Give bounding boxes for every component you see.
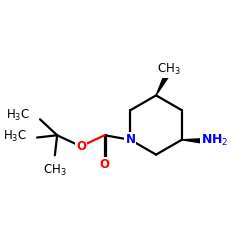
Text: N: N (126, 133, 136, 146)
Polygon shape (182, 139, 204, 143)
Text: NH$_2$: NH$_2$ (201, 134, 228, 148)
Text: H$_3$C: H$_3$C (4, 129, 28, 144)
Text: CH$_3$: CH$_3$ (157, 62, 181, 77)
Polygon shape (156, 75, 168, 96)
Text: CH$_3$: CH$_3$ (43, 163, 67, 178)
Text: O: O (76, 140, 86, 153)
Text: O: O (100, 158, 110, 171)
Text: H$_3$C: H$_3$C (6, 108, 30, 124)
